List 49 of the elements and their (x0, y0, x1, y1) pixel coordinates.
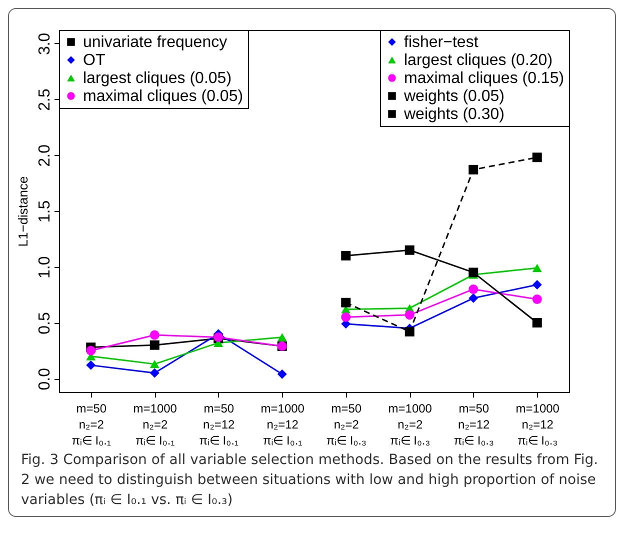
x-tick-label: m=50 n₂=12 πᵢ∈ I₀.₁ (199, 402, 238, 448)
x-tick-label: m=1000 n₂=12 πᵢ∈ I₀.₃ (516, 402, 560, 448)
x-tick-label: m=1000 n₂=12 πᵢ∈ I₀.₁ (260, 402, 305, 448)
point (86, 360, 96, 370)
x-tick-label: m=50 n₂=2 πᵢ∈ I₀.₁ (72, 402, 111, 448)
y-axis-title: L1−distance (16, 176, 30, 247)
point (532, 318, 542, 328)
legend-label: weights (0.30) (403, 106, 504, 123)
point (468, 293, 478, 303)
y-tick-label: 1.0 (36, 256, 54, 278)
point (277, 369, 287, 379)
point (532, 294, 542, 304)
point (150, 360, 160, 368)
point (150, 368, 160, 378)
point (341, 298, 351, 308)
x-tick-label: m=50 n₂=2 πᵢ∈ I₀.₃ (326, 402, 366, 448)
y-tick-label: 3.0 (36, 32, 54, 56)
point (341, 250, 351, 260)
y-tick-label: 0.5 (36, 312, 54, 334)
point (532, 280, 542, 290)
legend-label: maximal cliques (0.15) (404, 70, 564, 87)
point (341, 312, 351, 322)
legend-label: largest cliques (0.20) (404, 52, 553, 69)
x-tick-label: m=1000 n₂=2 πᵢ∈ I₀.₃ (388, 402, 432, 448)
point (532, 152, 542, 162)
point (150, 340, 160, 350)
caption: Fig. 3 Comparison of all variable selection methods. Based on the results from Fig. 2 we need to distinguish between situations with low and high proportion of noise variables (πᵢ ∈ I₀.₁ vs. πᵢ ∈ I₀.₃) (21, 451, 600, 510)
point (532, 264, 542, 272)
y-tick-label: 0.0 (36, 368, 54, 390)
legend-label: largest cliques (0.05) (83, 70, 232, 87)
legend-label: weights (0.05) (403, 88, 504, 105)
point (404, 310, 414, 320)
x-tick-label: m=1000 n₂=2 πᵢ∈ I₀.₁ (133, 402, 178, 448)
y-tick-label: 1.5 (36, 200, 54, 223)
point (468, 164, 478, 174)
y-tick-label: 2.5 (36, 88, 54, 111)
point (468, 284, 478, 294)
point (277, 333, 287, 342)
point (404, 326, 414, 336)
legend-label: maximal cliques (0.05) (83, 88, 244, 105)
point (404, 245, 414, 255)
point (468, 268, 478, 278)
point (86, 346, 96, 356)
legend-label: univariate frequency (83, 34, 228, 51)
point (150, 330, 160, 340)
x-tick-label: m=50 n₂=12 πᵢ∈ I₀.₃ (454, 402, 494, 448)
legend-label: OT (83, 52, 106, 69)
y-tick-label: 2.0 (36, 144, 54, 167)
legend-label: fisher−test (404, 34, 479, 51)
